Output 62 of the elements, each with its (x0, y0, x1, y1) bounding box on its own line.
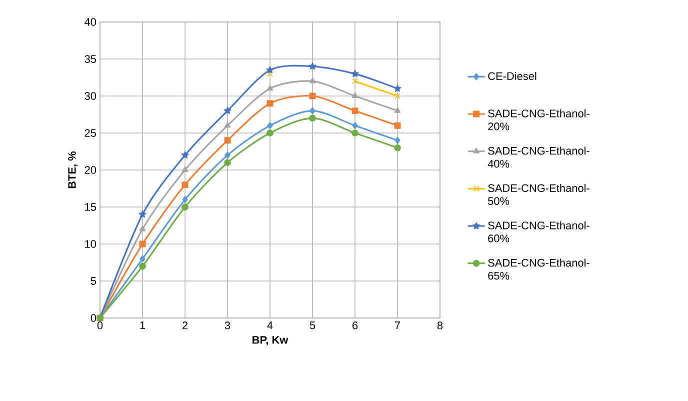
point (352, 130, 358, 136)
point (266, 66, 274, 74)
x-tick-label: 4 (267, 322, 273, 330)
x-tick-label: 5 (310, 322, 316, 330)
point (182, 182, 188, 188)
point (310, 107, 316, 114)
x-tick-label: 3 (224, 322, 230, 330)
legend-label: SADE-CNG-Ethanol-40% (488, 146, 590, 168)
legend-label: SADE-CNG-Ethanol-50% (488, 184, 590, 205)
point (139, 226, 146, 232)
point (308, 62, 316, 70)
x-tick-label: 0 (97, 322, 103, 330)
y-tick-label: 30 (84, 92, 96, 100)
y-tick-label: 15 (85, 203, 96, 211)
y-tick-label: 0 (90, 314, 96, 322)
point (352, 108, 358, 114)
x-tick-label: 1 (140, 322, 146, 330)
point (394, 107, 401, 113)
point (351, 70, 359, 78)
y-tick-label: 20 (84, 166, 96, 174)
y-axis-title: BTE, % (68, 151, 78, 188)
point (140, 255, 146, 262)
point (394, 144, 401, 152)
x-tick-label: 7 (395, 322, 400, 330)
x-tick-label: 6 (352, 322, 358, 330)
point (394, 93, 400, 99)
point (394, 84, 402, 92)
point (224, 159, 231, 166)
point (138, 210, 146, 218)
x-tick-label: 8 (437, 322, 443, 330)
point (224, 152, 230, 159)
point (139, 262, 146, 270)
point (394, 136, 400, 144)
point (352, 122, 358, 130)
point (352, 92, 358, 98)
y-tick-label: 10 (85, 240, 96, 248)
point (224, 137, 231, 144)
point (309, 114, 316, 122)
x-axis-title: BP, Kw (252, 336, 288, 346)
point (267, 70, 273, 77)
point (267, 122, 273, 130)
point (182, 196, 188, 204)
y-tick-label: 5 (90, 277, 96, 285)
point (352, 78, 358, 84)
point (266, 84, 274, 91)
legend-label: SADE-CNG-Ethanol-60% (488, 221, 590, 242)
x-tick-label: 2 (182, 322, 188, 330)
y-tick-label: 25 (84, 129, 96, 137)
point (182, 166, 188, 172)
legend-label: SADE-CNG-Ethanol-20% (488, 109, 590, 130)
y-tick-label: 35 (84, 55, 96, 63)
legend-label: CE-Diesel (488, 72, 536, 80)
y-tick-label: 40 (84, 18, 96, 26)
point (224, 106, 232, 114)
point (181, 151, 189, 158)
point (266, 130, 274, 136)
point (224, 122, 231, 128)
point (182, 204, 188, 210)
point (266, 100, 274, 107)
legend-label: SADE-CNG-Ethanol-65% (488, 258, 590, 280)
point (309, 78, 316, 84)
point (394, 122, 401, 129)
